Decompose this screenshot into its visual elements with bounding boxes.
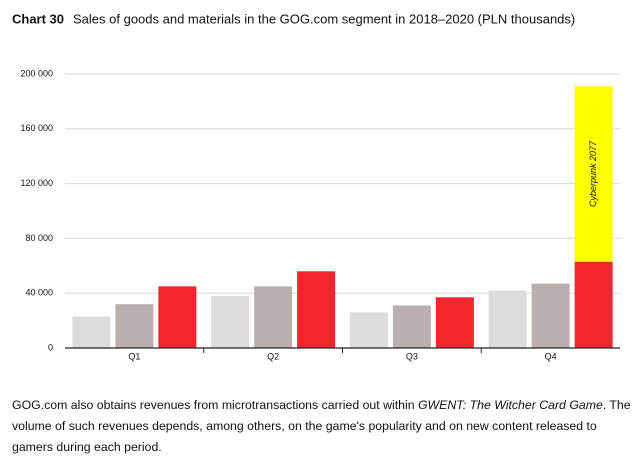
y-tick-label: 160 000 bbox=[20, 123, 53, 133]
footnote-game: GWENT: The Witcher Card Game bbox=[417, 398, 603, 412]
bar-label: Cyberpunk 2077 bbox=[588, 140, 598, 207]
y-tick-label: 0 bbox=[48, 342, 53, 352]
chart: Chart 30 Sales of goods and materials in… bbox=[12, 11, 620, 361]
footnote: GOG.com also obtains revenues from micro… bbox=[12, 395, 632, 458]
bar bbox=[158, 286, 197, 348]
y-tick-label: 40 000 bbox=[25, 288, 53, 298]
bar bbox=[574, 86, 613, 262]
x-tick-label: Q1 bbox=[128, 351, 140, 361]
bar bbox=[72, 316, 111, 348]
bar bbox=[115, 304, 154, 348]
y-tick-label: 80 000 bbox=[25, 233, 53, 243]
bar bbox=[297, 271, 336, 348]
bar bbox=[392, 305, 431, 348]
bar bbox=[488, 290, 527, 348]
footnote-text: . The volume of such revenues depends, a… bbox=[12, 398, 631, 454]
chart-number: Chart 30 bbox=[12, 11, 64, 26]
bar bbox=[531, 283, 570, 348]
x-tick-label: Q2 bbox=[267, 351, 279, 361]
x-tick-label: Q4 bbox=[545, 351, 557, 361]
chart-title: Sales of goods and materials in the GOG.… bbox=[73, 11, 575, 26]
y-tick-label: 120 000 bbox=[20, 178, 53, 188]
bar bbox=[574, 261, 613, 348]
bar bbox=[349, 312, 388, 348]
footnote-text: GOG.com also obtains revenues from micro… bbox=[12, 398, 418, 412]
x-tick-label: Q3 bbox=[406, 351, 418, 361]
y-tick-label: 200 000 bbox=[20, 68, 53, 78]
bar bbox=[254, 286, 293, 348]
bar bbox=[435, 297, 474, 348]
bar bbox=[211, 295, 250, 348]
